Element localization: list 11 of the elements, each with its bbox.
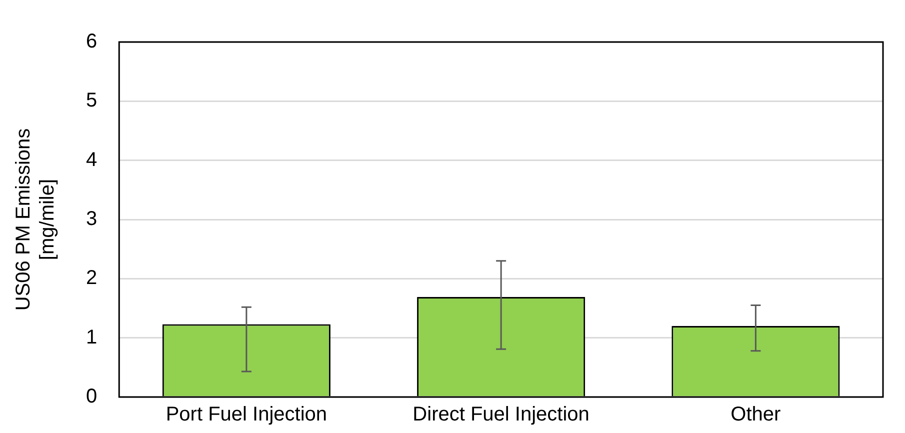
y-tick-label: 4 [86, 148, 98, 171]
y-tick-label: 3 [86, 208, 98, 230]
y-tick-label: 1 [86, 326, 98, 348]
x-tick-label: Port Fuel Injection [166, 404, 328, 426]
y-tick-label: 5 [86, 90, 98, 112]
x-tick-label: Direct Fuel Injection [412, 404, 590, 426]
x-tick-label: Other [730, 404, 782, 426]
y-tick-label: 6 [86, 30, 98, 53]
y-axis-title: US06 PM Emissions [mg/mile] [12, 128, 59, 311]
y-tick-label: 0 [86, 386, 98, 408]
y-tick-label: 2 [86, 267, 98, 290]
